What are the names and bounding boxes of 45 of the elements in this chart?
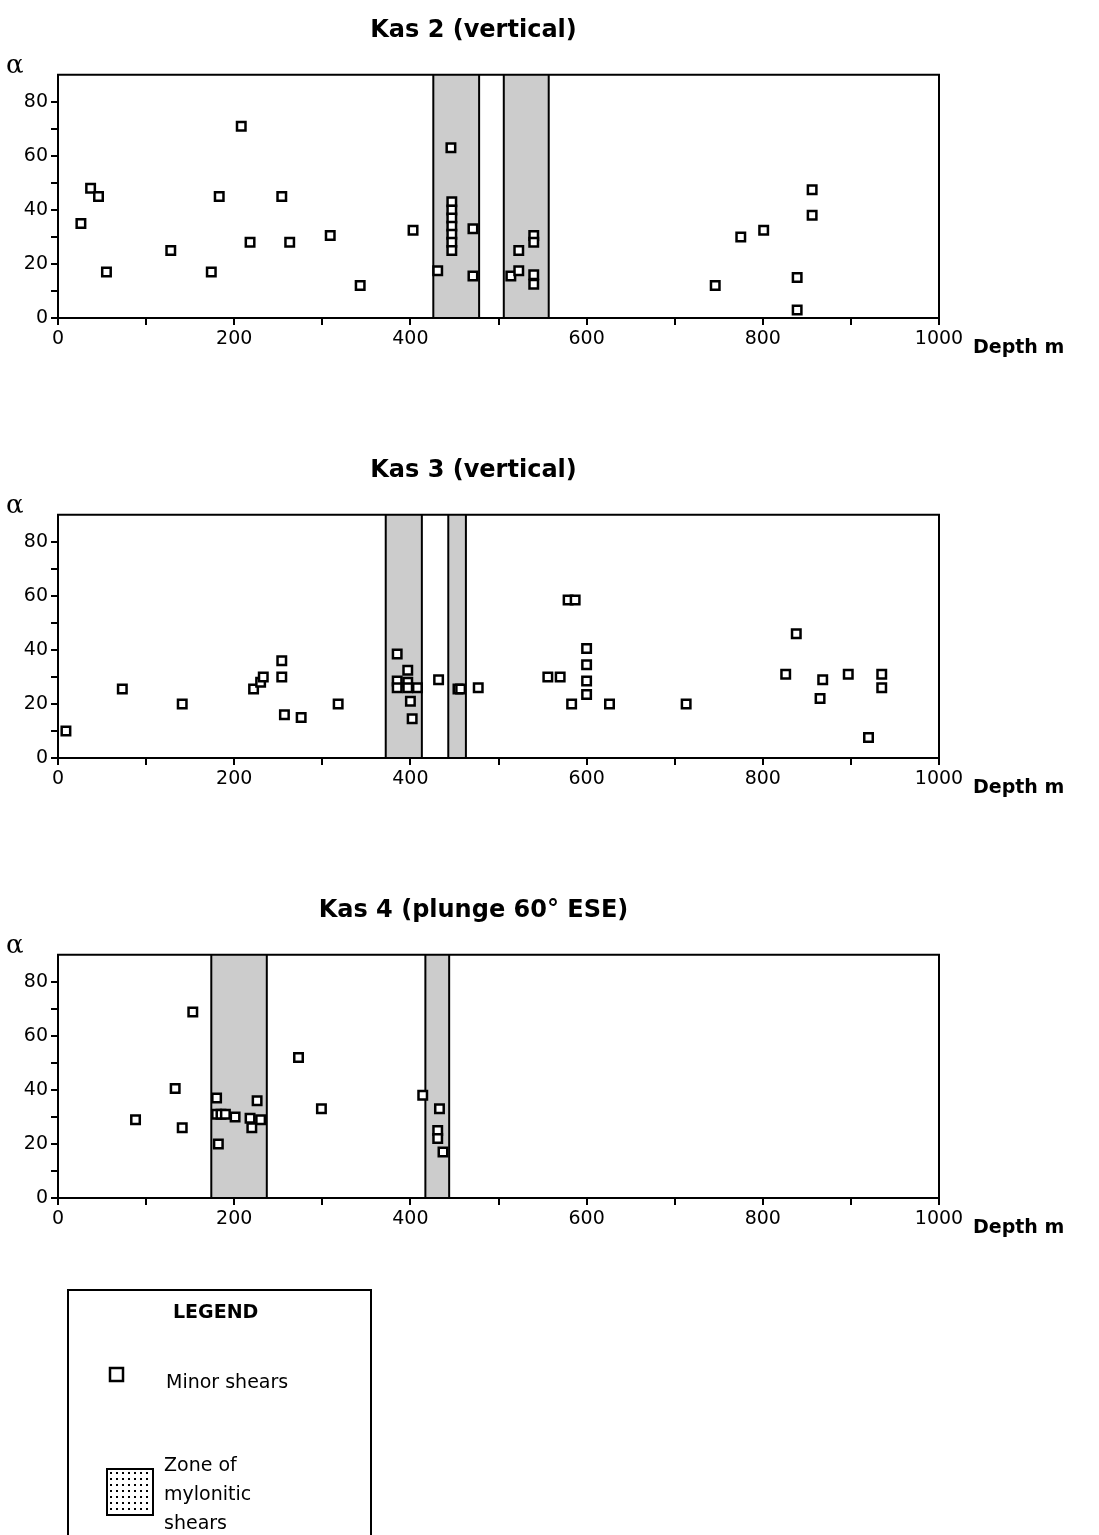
x-tick-label: 0 [51,766,65,789]
x-tick-label: 1000 [914,326,964,349]
x-tick-label: 600 [568,1206,605,1229]
y-tick-label: 0 [35,744,48,767]
x-tick-label: 600 [568,766,605,789]
chart-title: Kas 3 (vertical) [370,454,577,483]
x-axis-title: Depth m [973,1214,1065,1237]
x-tick-label: 1000 [914,1206,964,1229]
y-tick-label: 0 [35,1184,48,1207]
y-axis-title: α [6,488,24,519]
chart-title: Kas 2 (vertical) [370,14,577,43]
y-tick-label: 0 [35,304,48,327]
x-tick-label: 400 [392,766,429,789]
x-axis-title: Depth m [973,774,1065,797]
y-tick-label: 80 [23,88,48,111]
y-tick-label: 40 [23,196,48,219]
y-tick-label: 80 [23,968,48,991]
y-tick-label: 80 [23,528,48,551]
x-tick-label: 200 [216,326,253,349]
x-tick-label: 0 [51,1206,65,1229]
y-axis-title: α [6,928,24,959]
y-tick-label: 40 [23,636,48,659]
x-tick-label: 800 [744,326,781,349]
x-tick-label: 400 [392,326,429,349]
x-tick-label: 200 [216,1206,253,1229]
x-tick-label: 200 [216,766,253,789]
legend-label: Minor shears [166,1370,289,1393]
legend-title: LEGEND [173,1300,259,1323]
x-tick-label: 600 [568,326,605,349]
y-tick-label: 20 [23,250,48,273]
x-tick-label: 0 [51,326,65,349]
y-tick-label: 60 [23,142,48,165]
text: Zone of mylonitic shears [164,1452,253,1535]
x-tick-label: 800 [744,766,781,789]
x-tick-label: 800 [744,1206,781,1229]
x-tick-label: 400 [392,1206,429,1229]
y-axis-title: α [6,48,24,79]
y-tick-label: 40 [23,1076,48,1099]
y-tick-label: 20 [23,690,48,713]
y-tick-label: 60 [23,1022,48,1045]
y-tick-label: 60 [23,582,48,605]
x-axis-title: Depth m [973,334,1065,357]
y-tick-label: 20 [23,1130,48,1153]
x-tick-label: 1000 [914,766,964,789]
chart-title: Kas 4 (plunge 60° ESE) [318,894,629,923]
